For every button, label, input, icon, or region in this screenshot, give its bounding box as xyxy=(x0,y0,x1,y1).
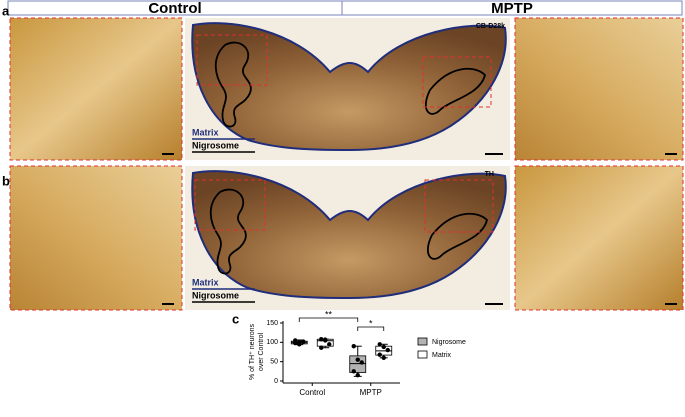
y-tick-label: 0 xyxy=(274,378,278,385)
significance-label: * xyxy=(369,318,373,328)
data-point xyxy=(385,347,390,353)
data-point xyxy=(377,342,382,347)
legend-matrix: Matrix xyxy=(192,277,219,287)
significance-bracket xyxy=(357,326,385,331)
legend-nigrosome: Nigrosome xyxy=(192,140,239,150)
data-point xyxy=(301,339,306,344)
nigrosome-outline xyxy=(209,188,488,275)
y-axis-label: over Control xyxy=(258,332,265,371)
panel-letter: a xyxy=(2,3,10,18)
inset-box xyxy=(194,179,266,231)
data-point xyxy=(297,342,302,347)
inset-box xyxy=(196,34,268,86)
y-tick-label: 50 xyxy=(270,359,278,366)
y-axis-label: % of TH⁺ neurons xyxy=(249,323,256,380)
panel-a: a CB-D28k Matrix Nigrosome xyxy=(2,3,684,161)
significance-bracket xyxy=(298,317,359,322)
legend-nigrosome: Nigrosome xyxy=(192,290,239,300)
data-point xyxy=(359,360,364,365)
data-point xyxy=(351,344,356,349)
data-point xyxy=(293,338,298,343)
data-point xyxy=(381,344,386,350)
panel-letter: c xyxy=(232,311,239,326)
data-point xyxy=(355,373,360,378)
box xyxy=(349,355,367,373)
stain-label: CB-D28k xyxy=(476,23,505,30)
panel-letter: b xyxy=(2,173,10,188)
data-point xyxy=(323,338,328,343)
micrograph xyxy=(514,17,684,161)
panel-b: b TH Matrix Nigrosome xyxy=(2,165,684,311)
legend-swatch xyxy=(417,350,428,359)
data-point xyxy=(381,355,386,360)
stain-label: TH xyxy=(485,171,494,178)
data-point xyxy=(355,357,360,362)
data-point xyxy=(327,342,332,347)
data-point xyxy=(351,369,356,374)
legend-swatch xyxy=(417,337,428,346)
data-point xyxy=(377,352,382,357)
data-point xyxy=(319,345,324,350)
y-tick-label: 100 xyxy=(266,339,278,346)
header-right: MPTP xyxy=(491,0,533,17)
header-left: Control xyxy=(148,0,201,17)
micrograph xyxy=(9,17,183,161)
nigrosome-outline xyxy=(214,41,486,128)
micrograph xyxy=(9,165,183,311)
legend-matrix: Matrix xyxy=(192,127,219,137)
legend-label: Matrix xyxy=(432,352,452,359)
x-tick-label: MPTP xyxy=(360,388,382,397)
y-tick-label: 150 xyxy=(266,320,278,327)
inset-box xyxy=(422,56,492,108)
panel-c: c % of TH⁺ neurons over Control 0 50 100 15… xyxy=(232,309,466,397)
significance-label: ** xyxy=(325,309,333,319)
x-tick-label: Control xyxy=(299,388,325,397)
data-point xyxy=(319,337,324,342)
header-box xyxy=(341,0,683,16)
micrograph xyxy=(514,165,684,311)
inset-box xyxy=(424,179,494,233)
legend-label: Nigrosome xyxy=(432,339,466,346)
